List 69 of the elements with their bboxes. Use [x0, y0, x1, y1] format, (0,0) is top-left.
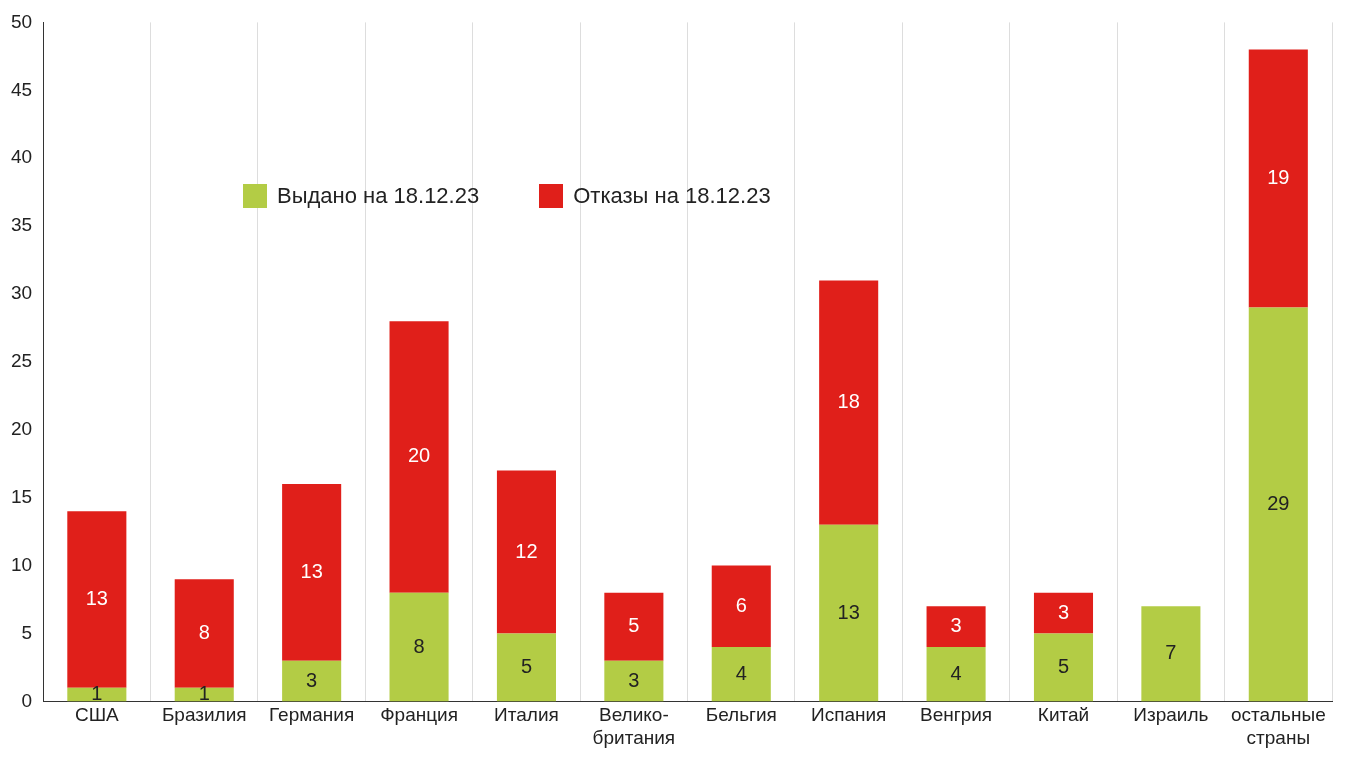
- data-label: 7: [1165, 641, 1177, 664]
- y-tick-label: 35: [10, 214, 33, 236]
- data-label: 3: [950, 614, 962, 637]
- data-label: 4: [735, 661, 747, 684]
- bar: [1033, 592, 1094, 634]
- x-tick-label: Италия: [494, 704, 559, 726]
- bar: [282, 484, 342, 661]
- data-label: 4: [950, 661, 962, 684]
- bar: [496, 470, 556, 634]
- y-tick-label: 10: [10, 553, 33, 575]
- data-label: 13: [300, 559, 323, 582]
- bar: [711, 647, 771, 702]
- y-tick-label: 30: [10, 282, 33, 304]
- x-tick-label: Бельгия: [705, 704, 777, 726]
- legend-label: Выдано на 18.12.23: [277, 183, 480, 209]
- bar: [1248, 49, 1308, 308]
- x-tick-label: Израиль: [1133, 704, 1209, 726]
- bar: [174, 579, 234, 688]
- data-label: 3: [1057, 600, 1070, 623]
- data-label: 13: [837, 600, 860, 623]
- data-label: 5: [520, 654, 533, 677]
- data-label: 5: [1057, 654, 1070, 677]
- bar: [604, 592, 664, 661]
- bar: [604, 660, 664, 702]
- data-label: 1: [198, 682, 210, 705]
- x-tick-label: Венгрия: [920, 704, 993, 726]
- data-label: 8: [413, 634, 425, 657]
- bar: [926, 647, 986, 702]
- bar: [1141, 606, 1201, 702]
- y-tick-label: 45: [10, 78, 33, 100]
- x-tick-label: остальные страны: [1230, 704, 1326, 748]
- data-label: 5: [628, 614, 640, 637]
- bar: [496, 633, 556, 702]
- data-label: 6: [735, 593, 747, 616]
- data-label: 20: [407, 444, 431, 467]
- bar: [1033, 633, 1094, 702]
- data-label: 13: [85, 587, 108, 610]
- legend-label: Отказы на 18.12.23: [573, 183, 771, 209]
- y-tick-label: 40: [10, 146, 33, 168]
- y-tick-label: 20: [10, 418, 33, 440]
- x-tick-label: Франция: [380, 704, 458, 726]
- bar: [711, 565, 771, 648]
- y-tick-label: 0: [21, 689, 33, 711]
- y-tick-label: 25: [10, 350, 33, 372]
- x-tick-label: США: [74, 704, 120, 726]
- data-label: 12: [515, 539, 538, 562]
- bar: [926, 606, 986, 648]
- bar: [1248, 307, 1308, 702]
- bar: [819, 524, 879, 702]
- y-tick-label: 15: [10, 485, 33, 507]
- x-tick-label: Испания: [810, 704, 887, 726]
- x-tick-label: Германия: [269, 704, 355, 726]
- data-label: 3: [306, 668, 318, 691]
- x-tick-label: Велико- британия: [592, 704, 676, 748]
- bar: [819, 280, 879, 525]
- x-tick-label: Бразилия: [161, 704, 247, 726]
- bar: [389, 592, 449, 702]
- y-tick-label: 5: [21, 621, 33, 643]
- x-tick-label: Китай: [1037, 704, 1090, 726]
- data-label: 18: [837, 390, 860, 413]
- bar: [67, 511, 127, 688]
- y-tick-label: 50: [10, 10, 33, 32]
- bar: [282, 660, 342, 702]
- data-label: 1: [91, 682, 103, 705]
- data-label: 3: [628, 668, 640, 691]
- data-label: 8: [198, 621, 210, 644]
- data-label: 19: [1267, 166, 1290, 189]
- bar: [389, 321, 449, 593]
- data-label: 29: [1267, 492, 1290, 515]
